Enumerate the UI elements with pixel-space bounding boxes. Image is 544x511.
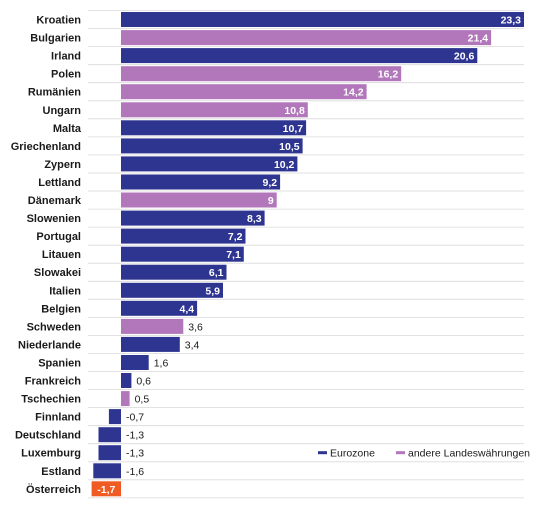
value-label: 20,6 <box>454 51 475 63</box>
category-label: Österreich <box>26 483 81 496</box>
value-label: -1,3 <box>126 430 144 442</box>
category-labels: Kroatien Bulgarien Irland Polen Rumänien Unga… <box>11 15 82 496</box>
legend-label-eurozone: Eurozone <box>330 448 375 460</box>
value-label: -0,7 <box>126 412 144 424</box>
category-label: Deutschland <box>15 430 81 442</box>
bar-schweden <box>121 318 184 334</box>
value-label: 10,5 <box>279 141 300 153</box>
value-label: 0,5 <box>135 394 150 406</box>
legend-label-andere: andere Landeswährungen <box>408 448 530 460</box>
value-label: 9 <box>268 195 274 207</box>
category-label: Malta <box>53 123 82 135</box>
category-label: Italien <box>49 285 81 297</box>
legend-swatch-eurozone <box>318 451 327 455</box>
bar-österreich <box>91 481 121 497</box>
category-label: Polen <box>51 69 81 81</box>
category-label: Slowakei <box>34 267 81 279</box>
value-label: 6,1 <box>209 267 224 279</box>
value-label: -1,7 <box>97 484 115 496</box>
category-label: Niederlande <box>18 339 81 351</box>
value-label: 1,6 <box>154 358 169 370</box>
category-label: Finnland <box>35 412 81 424</box>
bar-frankreich <box>121 373 132 388</box>
category-label: Tschechien <box>21 394 81 406</box>
legend-swatch-andere <box>396 451 405 455</box>
category-label: Portugal <box>36 231 81 243</box>
bar-bulgarien <box>121 30 492 46</box>
value-label: 21,4 <box>468 33 489 45</box>
bars <box>91 12 524 497</box>
bar-slowakei <box>121 264 227 280</box>
category-label: Spanien <box>38 358 81 370</box>
bar-zypern <box>121 156 298 172</box>
value-label: 16,2 <box>378 69 399 81</box>
value-label: 8,3 <box>247 213 262 225</box>
category-label: Kroatien <box>36 15 81 27</box>
bar-griechenland <box>121 138 303 154</box>
bar-estland <box>93 463 121 479</box>
value-labels: 23,3 21,4 20,6 16,2 14,2 10,8 10,7 10,5 10,2 9,2 9… <box>97 15 521 496</box>
bar-deutschland <box>98 427 121 443</box>
category-label: Griechenland <box>11 141 81 153</box>
category-label: Frankreich <box>25 376 82 388</box>
value-label: 5,9 <box>205 285 220 297</box>
value-label: 7,1 <box>226 249 241 261</box>
category-label: Slowenien <box>27 213 82 225</box>
bar-kroatien <box>121 12 524 27</box>
value-label: 10,7 <box>283 123 304 135</box>
category-label: Estland <box>41 466 81 478</box>
value-label: 3,6 <box>188 321 203 333</box>
bar-italien <box>121 282 223 298</box>
bar-portugal <box>121 228 246 244</box>
bar-litauen <box>121 246 244 262</box>
value-label: 4,4 <box>179 303 194 315</box>
category-label: Ungarn <box>43 105 82 117</box>
bar-spanien <box>121 355 149 370</box>
category-label: Bulgarien <box>30 33 81 45</box>
category-label: Rumänien <box>28 87 81 99</box>
category-label: Luxemburg <box>21 448 81 460</box>
legend: Eurozone andere Landeswährungen <box>318 448 530 460</box>
bar-malta <box>121 120 307 136</box>
bar-belgien <box>121 300 198 316</box>
bar-finnland <box>108 409 121 425</box>
value-label: 3,4 <box>185 339 200 351</box>
bar-dänemark <box>121 192 277 208</box>
bar-rumänien <box>121 84 367 100</box>
value-label: -1,3 <box>126 448 144 460</box>
bar-luxemburg <box>98 445 121 461</box>
bar-lettland <box>121 174 281 190</box>
category-label: Litauen <box>42 249 81 261</box>
value-label: 7,2 <box>228 231 243 243</box>
category-label: Schweden <box>27 321 82 333</box>
value-label: -1,6 <box>126 466 144 478</box>
category-label: Dänemark <box>28 195 82 207</box>
grid-lines <box>88 10 524 499</box>
bar-polen <box>121 66 402 82</box>
bar-niederlande <box>121 336 180 352</box>
bar-tschechien <box>121 391 130 407</box>
category-label: Belgien <box>41 303 81 315</box>
value-label: 9,2 <box>262 177 277 189</box>
value-label: 10,8 <box>284 105 305 117</box>
value-label: 0,6 <box>136 376 151 388</box>
category-label: Zypern <box>44 159 81 171</box>
value-label: 10,2 <box>274 159 295 171</box>
bar-ungarn <box>121 102 308 118</box>
value-label: 23,3 <box>501 15 522 27</box>
value-label: 14,2 <box>343 87 364 99</box>
bar-irland <box>121 48 478 64</box>
category-label: Irland <box>51 51 81 63</box>
category-label: Lettland <box>38 177 81 189</box>
bar-slowenien <box>121 210 265 226</box>
